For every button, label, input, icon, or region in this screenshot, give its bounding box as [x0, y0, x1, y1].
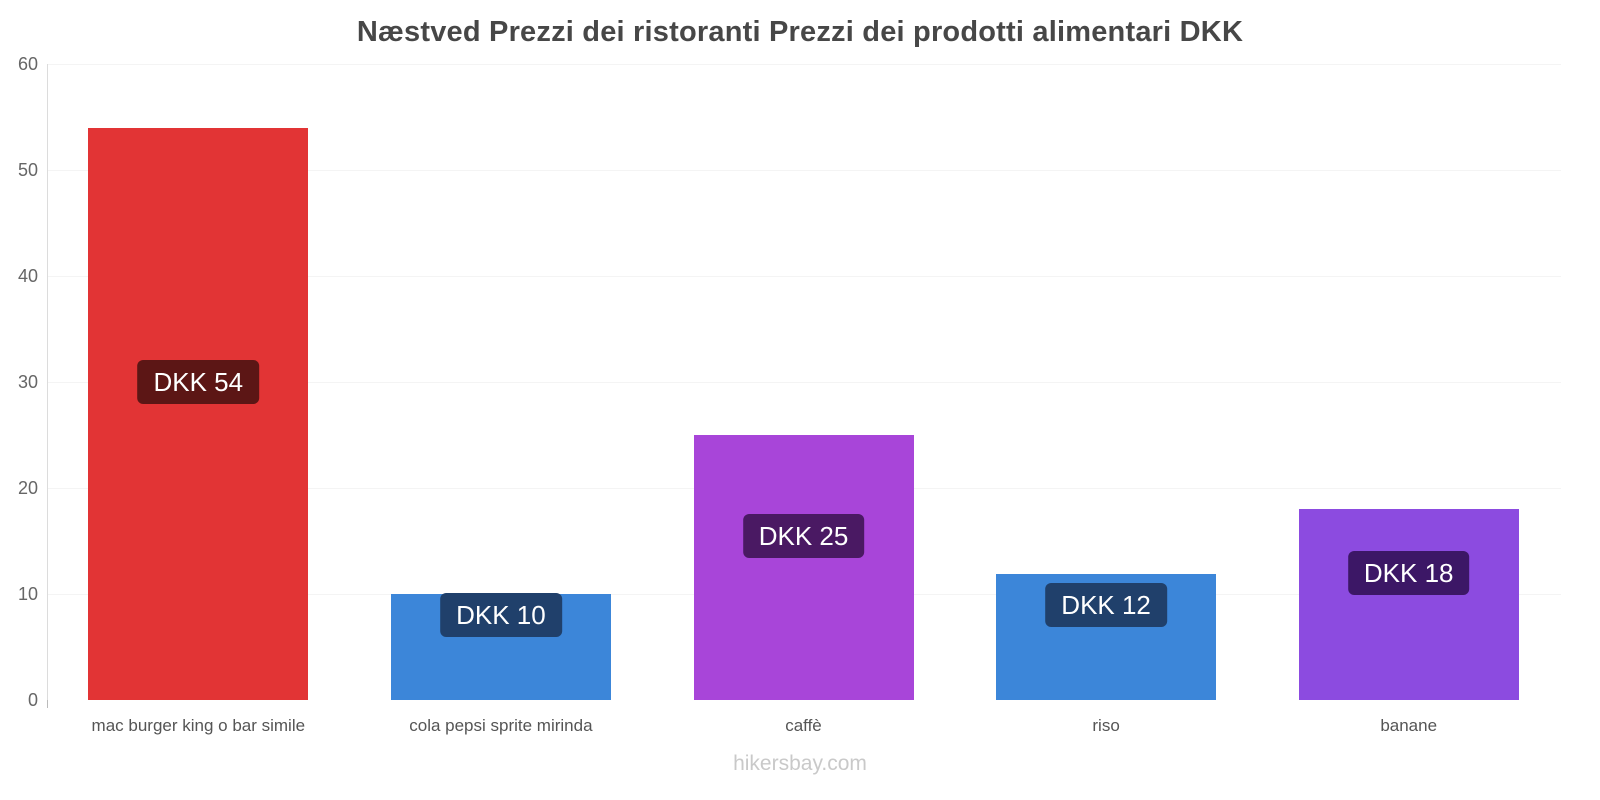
bar-value-label-5: DKK 18: [1347, 550, 1470, 595]
y-tick-label: 60: [17, 54, 38, 74]
footer-watermark-link[interactable]: hikersbay.com: [733, 752, 867, 775]
bar-value-label-3: DKK 25: [742, 513, 865, 558]
bar-value-label-2: DKK 10: [440, 593, 562, 637]
x-axis-label-3: caffè: [785, 716, 822, 735]
y-tick-label: 20: [17, 478, 38, 498]
x-axis-label-2: cola pepsi sprite mirinda: [409, 716, 593, 735]
gridline: [48, 64, 1561, 65]
y-tick-label: 10: [17, 584, 38, 604]
bar-3: [693, 435, 914, 700]
gridline: [48, 276, 1561, 277]
x-axis-label-4: riso: [1092, 716, 1120, 735]
y-tick-label: 40: [17, 266, 38, 286]
bar-value-label-4: DKK 12: [1045, 582, 1167, 627]
x-axis-label-5: banane: [1380, 716, 1438, 735]
bar-1: [88, 127, 309, 700]
y-tick-label: 30: [17, 372, 38, 392]
gridline: [48, 382, 1561, 383]
chart-title: Næstved Prezzi dei ristoranti Prezzi dei…: [356, 16, 1244, 48]
gridline: [48, 170, 1561, 171]
bar-5: [1298, 509, 1519, 700]
axis-baseline-tick: [47, 700, 48, 708]
bar-value-label-1: DKK 54: [137, 359, 260, 404]
y-tick-label: 50: [17, 160, 38, 180]
y-tick-label: 0: [27, 690, 38, 710]
y-axis-line: [47, 64, 48, 700]
x-axis-label-1: mac burger king o bar simile: [91, 716, 306, 735]
